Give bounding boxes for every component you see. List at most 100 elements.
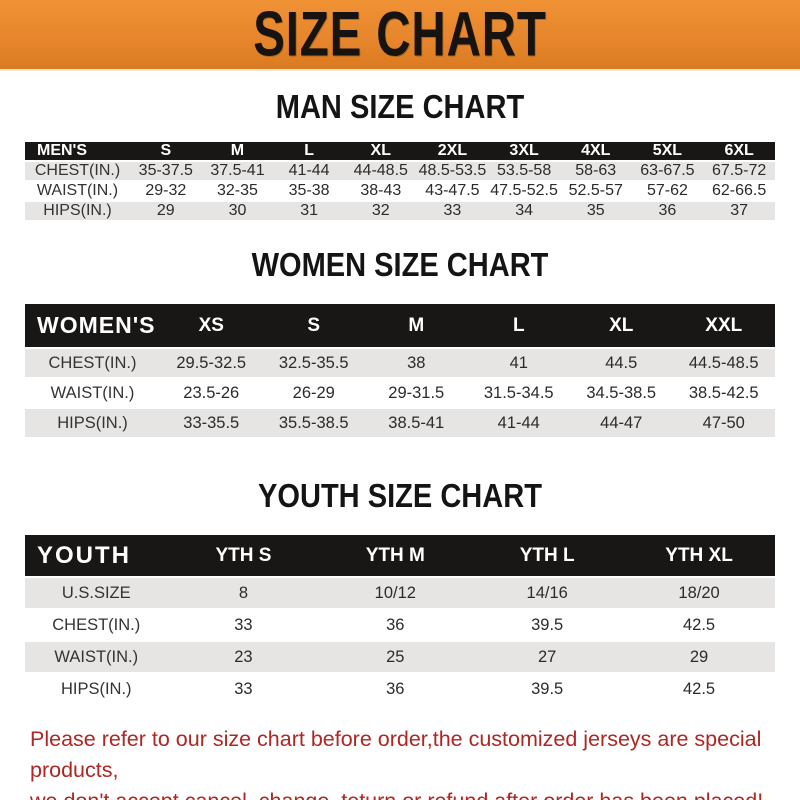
size-value-cell: 29-31.5 — [365, 379, 468, 407]
women-row-chestin: CHEST(IN.) 29.5-32.5 32.5-35.5 38 41 44.5 44.5… — [25, 349, 775, 377]
size-value-cell: 25 — [319, 642, 472, 672]
size-value-cell: 33 — [167, 610, 320, 640]
size-value-cell: 32 — [344, 202, 417, 220]
row-label: HIPS(IN.) — [25, 202, 130, 220]
row-label: WAIST(IN.) — [25, 642, 168, 672]
youth-col-header-3: YTH XL — [623, 535, 775, 576]
size-value-cell: 44-47 — [570, 409, 673, 437]
size-value-cell: 43-47.5 — [416, 182, 489, 200]
man-col-header-3: XL — [344, 142, 417, 160]
size-value-cell: 29 — [129, 202, 202, 220]
size-value-cell: 35-37.5 — [129, 162, 202, 180]
size-value-cell: 14/16 — [471, 578, 624, 608]
youth-row-waistin: WAIST(IN.) 23 25 27 29 — [25, 642, 775, 672]
size-chart-banner: SIZE CHART — [0, 0, 800, 71]
man-row-waistin: WAIST(IN.) 29-32 32-35 35-38 38-43 43-47.5 47.… — [25, 182, 775, 200]
order-notice-line-2: we don't accept cancel, change, teturn o… — [30, 786, 790, 800]
size-value-cell: 34.5-38.5 — [570, 379, 673, 407]
size-value-cell: 32.5-35.5 — [262, 349, 365, 377]
size-value-cell: 18/20 — [623, 578, 775, 608]
order-notice-line-1: Please refer to our size chart before or… — [30, 727, 762, 782]
size-value-cell: 53.5-58 — [488, 162, 560, 180]
women-row-waistin: WAIST(IN.) 23.5-26 26-29 29-31.5 31.5-34.5 34… — [25, 379, 775, 407]
women-col-header-3: L — [467, 304, 570, 347]
row-label: CHEST(IN.) — [25, 162, 130, 180]
size-value-cell: 63-67.5 — [631, 162, 704, 180]
youth-row-hipsin: HIPS(IN.) 33 36 39.5 42.5 — [25, 674, 775, 704]
size-value-cell: 52.5-57 — [559, 182, 632, 200]
man-header-row: MEN'S S M L XL 2XL 3XL 4XL 5XL 6XL — [25, 142, 775, 160]
row-label: U.S.SIZE — [25, 578, 168, 608]
size-value-cell: 62-66.5 — [703, 182, 775, 200]
size-value-cell: 27 — [471, 642, 624, 672]
section-man-size-chart: MAN SIZE CHART MEN'S S M L XL 2XL 3XL 4XL 5XL 6XL… — [0, 88, 800, 222]
man-row-hipsin: HIPS(IN.) 29 30 31 32 33 34 35 36 37 — [25, 202, 775, 220]
size-value-cell: 29 — [623, 642, 775, 672]
women-size-table: WOMEN'S XS S M L XL XXL CHEST(IN.) 29.5-32.5 32.5… — [25, 302, 775, 439]
size-value-cell: 37 — [703, 202, 775, 220]
size-value-cell: 41-44 — [467, 409, 570, 437]
row-label: WAIST(IN.) — [25, 182, 130, 200]
section-youth-size-chart: YOUTH SIZE CHART YOUTH YTH S YTH M YTH L YTH… — [0, 477, 800, 706]
size-value-cell: 41-44 — [273, 162, 345, 180]
section-women-size-chart: WOMEN SIZE CHART WOMEN'S XS S M L XL XXL CHEST(… — [0, 246, 800, 439]
size-value-cell: 33 — [416, 202, 489, 220]
women-size-chart-title: WOMEN SIZE CHART — [251, 246, 549, 283]
women-header-label: WOMEN'S — [25, 304, 160, 347]
size-value-cell: 35-38 — [273, 182, 345, 200]
size-value-cell: 48.5-53.5 — [416, 162, 489, 180]
size-value-cell: 35 — [559, 202, 632, 220]
order-notice: Please refer to our size chart before or… — [0, 724, 800, 800]
size-value-cell: 30 — [201, 202, 274, 220]
man-col-header-5: 3XL — [488, 142, 560, 160]
size-value-cell: 42.5 — [623, 674, 775, 704]
women-col-header-1: S — [262, 304, 365, 347]
row-label: HIPS(IN.) — [25, 674, 168, 704]
page-title: SIZE CHART — [253, 0, 547, 70]
size-value-cell: 39.5 — [471, 674, 624, 704]
size-value-cell: 44.5-48.5 — [672, 349, 775, 377]
youth-header-label: YOUTH — [25, 535, 168, 576]
size-value-cell: 31 — [273, 202, 345, 220]
size-value-cell: 29.5-32.5 — [160, 349, 263, 377]
man-row-chestin: CHEST(IN.) 35-37.5 37.5-41 41-44 44-48.5 48.5… — [25, 162, 775, 180]
row-label: HIPS(IN.) — [25, 409, 160, 437]
size-value-cell: 36 — [319, 610, 472, 640]
man-col-header-2: L — [273, 142, 345, 160]
youth-header-row: YOUTH YTH S YTH M YTH L YTH XL — [25, 535, 775, 576]
size-value-cell: 8 — [167, 578, 320, 608]
size-value-cell: 38-43 — [344, 182, 417, 200]
youth-row-ussize: U.S.SIZE 8 10/12 14/16 18/20 — [25, 578, 775, 608]
row-label: CHEST(IN.) — [25, 349, 160, 377]
size-value-cell: 44.5 — [570, 349, 673, 377]
size-value-cell: 38.5-42.5 — [672, 379, 775, 407]
women-col-header-4: XL — [570, 304, 673, 347]
women-col-header-2: M — [365, 304, 468, 347]
size-value-cell: 44-48.5 — [344, 162, 417, 180]
size-value-cell: 38 — [365, 349, 468, 377]
man-col-header-1: M — [201, 142, 274, 160]
size-value-cell: 23 — [167, 642, 320, 672]
youth-size-table-container: YOUTH YTH S YTH M YTH L YTH XL U.S.SIZE 8 10/12… — [0, 533, 800, 706]
size-value-cell: 29-32 — [129, 182, 202, 200]
women-col-header-5: XXL — [672, 304, 775, 347]
size-value-cell: 10/12 — [319, 578, 472, 608]
man-size-table: MEN'S S M L XL 2XL 3XL 4XL 5XL 6XL CHEST(IN.) 35-37… — [25, 140, 775, 222]
youth-size-chart-title: YOUTH SIZE CHART — [258, 477, 542, 514]
man-col-header-6: 4XL — [559, 142, 632, 160]
size-value-cell: 23.5-26 — [160, 379, 263, 407]
row-label: CHEST(IN.) — [25, 610, 168, 640]
size-value-cell: 34 — [488, 202, 560, 220]
size-value-cell: 26-29 — [262, 379, 365, 407]
size-value-cell: 32-35 — [201, 182, 274, 200]
size-value-cell: 57-62 — [631, 182, 704, 200]
man-size-chart-title: MAN SIZE CHART — [275, 88, 525, 125]
size-value-cell: 58-63 — [559, 162, 632, 180]
size-value-cell: 67.5-72 — [703, 162, 775, 180]
size-value-cell: 41 — [467, 349, 570, 377]
women-size-table-container: WOMEN'S XS S M L XL XXL CHEST(IN.) 29.5-32.5 32.5… — [0, 302, 800, 439]
man-size-table-container: MEN'S S M L XL 2XL 3XL 4XL 5XL 6XL CHEST(IN.) 35-37… — [0, 140, 800, 222]
size-value-cell: 38.5-41 — [365, 409, 468, 437]
women-row-hipsin: HIPS(IN.) 33-35.5 35.5-38.5 38.5-41 41-44 44-… — [25, 409, 775, 437]
